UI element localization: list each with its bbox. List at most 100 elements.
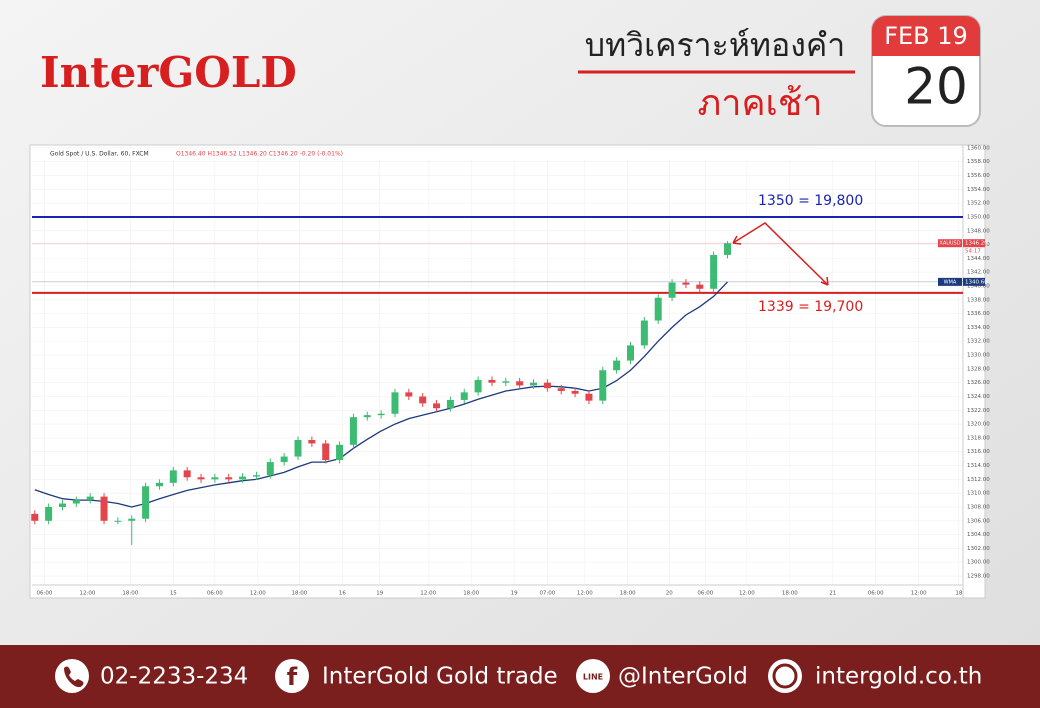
ohlc-readout: O1346.40 H1346.52 L1346.20 C1346.20 -0.2… — [176, 151, 343, 158]
x-tick-label: 12:00 — [420, 591, 436, 597]
y-tick-label: 1328.00 — [967, 366, 990, 372]
level-label: 1350 = 19,800 — [758, 193, 863, 209]
candle-body — [710, 254, 718, 289]
y-tick-label: 1330.00 — [967, 353, 990, 359]
candle-body — [239, 476, 247, 480]
subtitle: ภาคเช้า — [698, 83, 823, 124]
web-glyph — [772, 663, 798, 689]
x-tick-label: 06:00 — [868, 591, 884, 597]
y-tick-label: 1340.00 — [967, 284, 990, 290]
candle-body — [391, 392, 399, 414]
y-tick-label: 1308.00 — [967, 504, 990, 510]
candle-body — [86, 496, 94, 501]
y-tick-label: 1342.00 — [967, 270, 990, 276]
candle-body — [377, 413, 385, 416]
candle-body — [225, 477, 233, 480]
y-tick-label: 1322.00 — [967, 408, 990, 414]
x-tick-label: 20 — [666, 591, 673, 597]
price-value-box — [963, 277, 985, 286]
plot: 1298.00 1300.00 1302.00 1304.00 1306.00 1308.… — [31, 145, 990, 598]
x-tick-label: 18:00 — [463, 591, 479, 597]
candle-body — [280, 456, 288, 463]
price-tag-name: WMA — [944, 279, 957, 285]
x-tick-label: 06:00 — [37, 591, 53, 597]
y-tick-label: 1344.00 — [967, 256, 990, 262]
candle-body — [363, 415, 371, 418]
symbol: Gold Spot / U.S. Dollar, 60, FXCM — [50, 151, 149, 158]
title: บทวิเคราะห์ทองคำ — [585, 26, 845, 64]
x-tick-label: 19 — [376, 591, 383, 597]
candle-body — [211, 477, 219, 480]
candle-body — [516, 381, 524, 386]
countdown: 54:17 — [965, 249, 981, 255]
y-tick-label: 1314.00 — [967, 463, 990, 469]
candle-body — [294, 439, 302, 457]
y-tick-label: 1326.00 — [967, 380, 990, 386]
y-tick-label: 1304.00 — [967, 532, 990, 538]
candle-body — [696, 284, 704, 289]
y-tick-label: 1334.00 — [967, 325, 990, 331]
candle-body — [100, 496, 108, 521]
y-tick-label: 1360.00 — [967, 145, 990, 151]
price-tag — [938, 277, 962, 286]
candle-body — [668, 282, 676, 298]
y-tick-label: 1320.00 — [967, 422, 990, 428]
x-tick-label: 18:00 — [782, 591, 798, 597]
candle-body — [31, 513, 39, 521]
x-tick-label: 12:00 — [739, 591, 755, 597]
x-tick-label: 12:00 — [79, 591, 95, 597]
phone-icon — [55, 659, 89, 693]
y-tick-label: 1356.00 — [967, 173, 990, 179]
candle-body — [543, 382, 551, 389]
candle-body — [336, 444, 344, 461]
y-tick-label: 1310.00 — [967, 491, 990, 497]
facebook-glyph: f — [287, 663, 298, 691]
arrow-heads — [732, 235, 829, 286]
chart-panel — [29, 144, 986, 599]
phone-glyph — [64, 666, 84, 688]
candle-body — [72, 500, 80, 504]
candle-body — [640, 320, 648, 346]
x-tick-label: 15 — [170, 591, 177, 597]
y-tick-label: 1302.00 — [967, 546, 990, 552]
candle-body — [405, 392, 413, 397]
calendar-top — [872, 16, 980, 56]
facebook-icon — [275, 659, 309, 693]
level-label: 1339 = 19,700 — [758, 299, 863, 315]
y-tick-label: 1324.00 — [967, 394, 990, 400]
candle-body — [197, 477, 205, 480]
y-tick-label: 1300.00 — [967, 560, 990, 566]
x-tick-label: 18:00 — [291, 591, 307, 597]
candle-body — [627, 345, 634, 361]
candle-body — [114, 520, 122, 522]
candle-body — [142, 486, 150, 519]
footer-band — [0, 645, 1040, 708]
phone: 02-2233-234 — [100, 664, 248, 690]
y-tick-label: 1348.00 — [967, 228, 990, 234]
candle-body — [571, 390, 579, 394]
candle-body — [613, 360, 621, 371]
candle-body — [460, 392, 468, 400]
calendar-day: 20 — [904, 58, 968, 116]
y-tick-label: 1316.00 — [967, 449, 990, 455]
x-tick-label: 12:00 — [577, 591, 593, 597]
candle-body — [557, 388, 565, 391]
y-tick-label: 1354.00 — [967, 187, 990, 193]
x-tick-label: 19 — [511, 591, 518, 597]
price-value-box — [963, 239, 985, 248]
y-tick-label: 1332.00 — [967, 339, 990, 345]
candle-body — [433, 403, 441, 409]
y-tick-label: 1336.00 — [967, 311, 990, 317]
candle-body — [169, 470, 177, 483]
candle-body — [446, 399, 454, 409]
candle-body — [654, 297, 662, 321]
candle-body — [599, 370, 607, 401]
price-value: 1346.20 — [965, 241, 988, 247]
candle-body — [128, 518, 136, 521]
x-tick-label: 21 — [829, 591, 836, 597]
candle-body — [58, 503, 66, 507]
x-tick-label: 18:00 — [620, 591, 636, 597]
candle-body — [266, 462, 274, 476]
candle-body — [322, 443, 330, 461]
